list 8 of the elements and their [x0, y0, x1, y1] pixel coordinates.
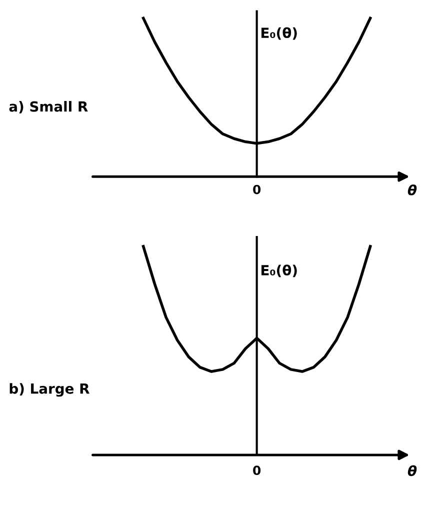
x-axis-title: θ	[408, 184, 417, 196]
y-axis-title: E₀(θ)	[261, 264, 297, 278]
text: a) Small R	[9, 101, 88, 114]
text: 0	[253, 184, 261, 194]
text: b) Large R	[10, 383, 90, 397]
x-axis-title: θ	[408, 465, 417, 476]
y-axis-title: E₀(θ)	[261, 27, 297, 40]
text: 0	[253, 466, 261, 476]
